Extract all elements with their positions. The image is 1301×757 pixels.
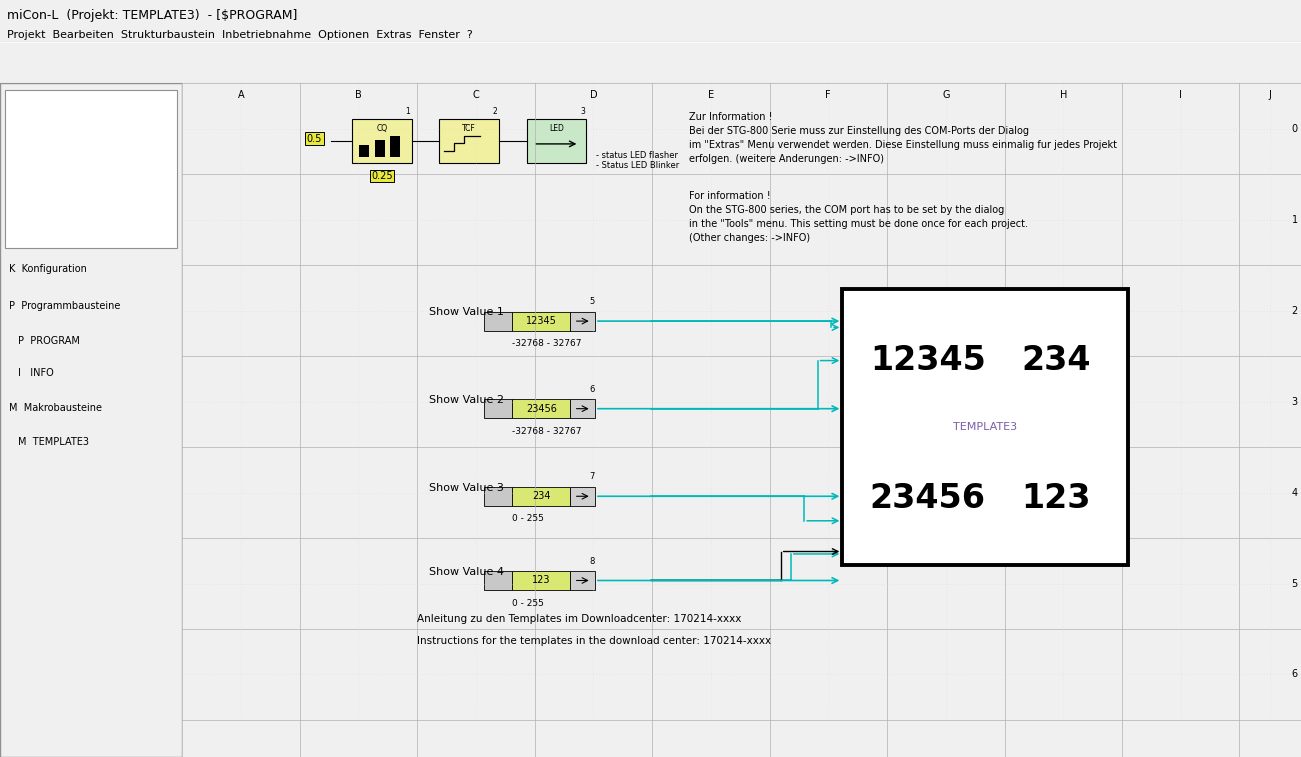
Text: 0 - 255: 0 - 255 [513, 515, 544, 523]
Bar [375, 140, 385, 157]
Text: I: I [1179, 90, 1183, 101]
Text: 23456: 23456 [526, 403, 557, 413]
Bar [484, 571, 513, 590]
Text: TCF: TCF [462, 124, 476, 133]
Text: Show Value 3: Show Value 3 [429, 482, 505, 493]
Text: F: F [825, 90, 831, 101]
Text: 7: 7 [589, 472, 595, 481]
Text: 0.5: 0.5 [307, 133, 321, 144]
Bar [440, 119, 498, 163]
Text: 0.25: 0.25 [371, 171, 393, 181]
Bar [570, 571, 595, 590]
Text: 12345: 12345 [526, 316, 557, 326]
Text: H: H [1059, 90, 1067, 101]
Text: A: A [238, 90, 245, 101]
Text: -32768 - 32767: -32768 - 32767 [513, 339, 582, 348]
Text: I   INFO: I INFO [18, 368, 53, 378]
Text: 23456: 23456 [870, 482, 986, 516]
Text: - status LED flasher
- Status LED Blinker: - status LED flasher - Status LED Blinke… [596, 151, 679, 170]
Text: M  TEMPLATE3: M TEMPLATE3 [18, 438, 90, 447]
Text: 123: 123 [1021, 482, 1092, 516]
Text: Show Value 2: Show Value 2 [429, 395, 505, 405]
Text: Zur Information !
Bei der STG-800 Serie muss zur Einstellung des COM-Ports der D: Zur Information ! Bei der STG-800 Serie … [690, 111, 1118, 164]
Text: 3: 3 [1292, 397, 1297, 407]
Bar [570, 399, 595, 418]
Bar [513, 312, 570, 331]
Bar [842, 288, 1128, 565]
Text: K  Konfiguration: K Konfiguration [9, 263, 87, 273]
Text: Show Value 4: Show Value 4 [429, 567, 505, 577]
Text: M  Makrobausteine: M Makrobausteine [9, 403, 101, 413]
Text: D: D [589, 90, 597, 101]
Text: 234: 234 [1021, 344, 1092, 377]
Text: 123: 123 [532, 575, 550, 585]
Text: 12345: 12345 [870, 344, 986, 377]
Text: 3: 3 [580, 107, 585, 117]
Bar [570, 487, 595, 506]
Text: 8: 8 [589, 556, 595, 565]
Text: 1: 1 [406, 107, 410, 117]
Text: LED: LED [549, 124, 563, 133]
Text: 2: 2 [1292, 306, 1297, 316]
Text: For information !
On the STG-800 series, the COM port has to be set by the dialo: For information ! On the STG-800 series,… [690, 191, 1028, 243]
Bar [484, 487, 513, 506]
Text: 5: 5 [1292, 578, 1297, 588]
Bar [513, 571, 570, 590]
Text: 6: 6 [589, 385, 595, 394]
Text: B: B [355, 90, 362, 101]
Bar [513, 487, 570, 506]
Text: J: J [1268, 90, 1271, 101]
Text: Instructions for the templates in the download center: 170214-xxxx: Instructions for the templates in the do… [418, 636, 771, 646]
Bar [527, 119, 585, 163]
Bar [390, 136, 401, 157]
Text: Anleitung zu den Templates im Downloadcenter: 170214-xxxx: Anleitung zu den Templates im Downloadce… [418, 614, 742, 624]
Bar [484, 312, 513, 331]
Text: 0 - 255: 0 - 255 [513, 599, 544, 608]
Text: Show Value 1: Show Value 1 [429, 307, 505, 317]
Text: E: E [708, 90, 714, 101]
Bar [5, 90, 177, 248]
Text: 0: 0 [1292, 123, 1297, 134]
Text: -32768 - 32767: -32768 - 32767 [513, 427, 582, 436]
Bar [513, 399, 570, 418]
Text: 2: 2 [493, 107, 498, 117]
Text: C: C [472, 90, 479, 101]
Text: Projekt  Bearbeiten  Strukturbaustein  Inbetriebnahme  Optionen  Extras  Fenster: Projekt Bearbeiten Strukturbaustein Inbe… [7, 30, 472, 40]
Text: 234: 234 [532, 491, 550, 501]
Text: CQ: CQ [376, 124, 388, 133]
Bar [353, 119, 411, 163]
Text: G: G [942, 90, 950, 101]
Text: P  Programmbausteine: P Programmbausteine [9, 301, 121, 310]
Text: 5: 5 [589, 298, 595, 307]
Bar [359, 145, 369, 157]
Text: P  PROGRAM: P PROGRAM [18, 335, 81, 346]
Text: 4: 4 [1292, 488, 1297, 497]
Text: 6: 6 [1292, 669, 1297, 680]
Text: 1: 1 [1292, 215, 1297, 225]
Text: miCon-L  (Projekt: TEMPLATE3)  - [$PROGRAM]: miCon-L (Projekt: TEMPLATE3) - [$PROGRAM… [7, 9, 297, 22]
Bar [570, 312, 595, 331]
Text: TEMPLATE3: TEMPLATE3 [952, 422, 1017, 432]
Bar [484, 399, 513, 418]
